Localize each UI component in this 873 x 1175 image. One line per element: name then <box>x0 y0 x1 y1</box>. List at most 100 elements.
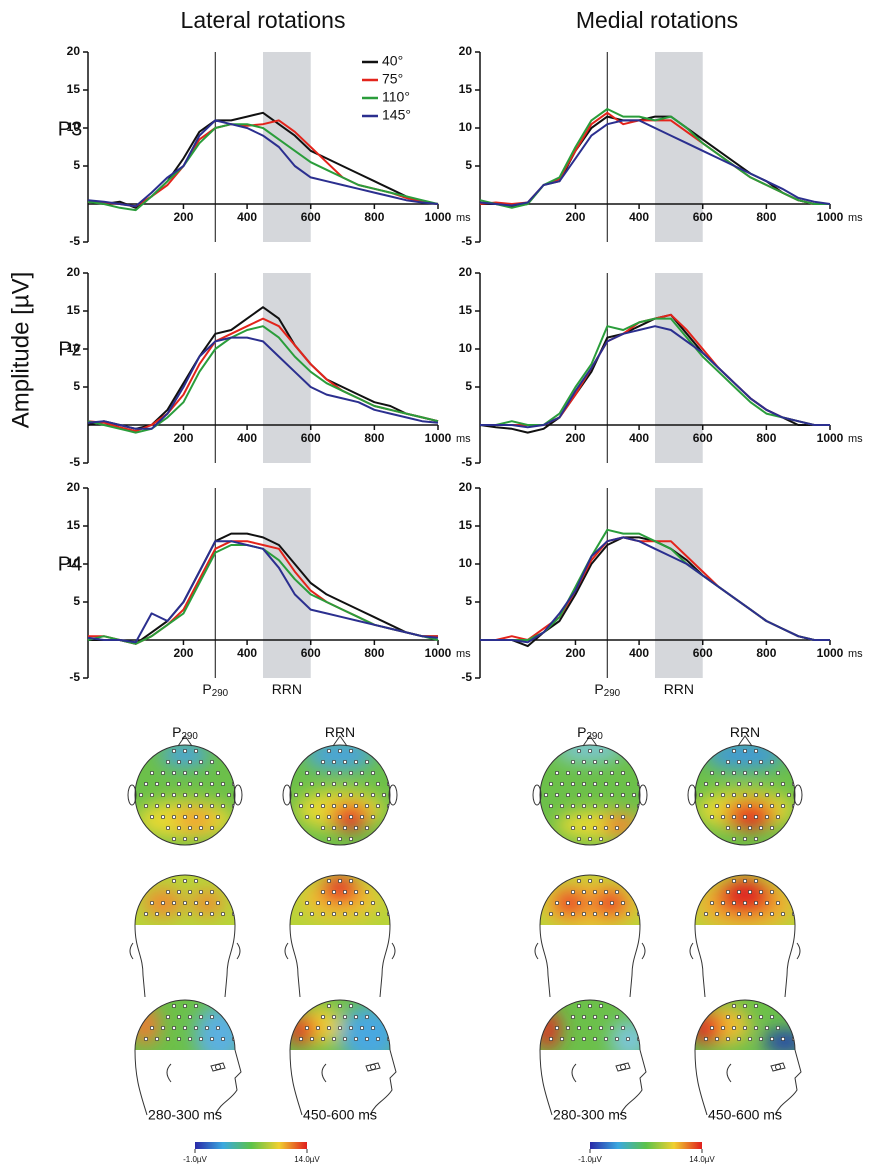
y-axis-label: Amplitude [µV] <box>7 272 34 429</box>
series-line <box>87 540 439 644</box>
head-outline <box>532 735 648 846</box>
head-outline <box>534 874 646 998</box>
x-tick-label: 1000 <box>425 431 452 445</box>
topomap <box>290 875 390 925</box>
x-tick-label: 400 <box>237 431 257 445</box>
y-tick-label: 15 <box>67 82 81 96</box>
x-tick-label: 200 <box>565 646 585 660</box>
x-tick-label: 600 <box>301 210 321 224</box>
x-tick-label: 1000 <box>817 210 844 224</box>
x-tick-label: 800 <box>756 431 776 445</box>
window-shade <box>263 52 311 242</box>
y-tick-label: 10 <box>459 120 473 134</box>
x-tick-label: 800 <box>364 431 384 445</box>
window-shade <box>263 273 311 463</box>
topomap <box>290 745 390 845</box>
time-label: 280-300 ms <box>553 1107 627 1123</box>
x-unit: ms <box>848 212 863 224</box>
x-tick-label: 600 <box>693 210 713 224</box>
annotation-main: RRN <box>664 681 694 697</box>
y-tick-label: -5 <box>461 670 472 684</box>
topomap-label-main: RRN <box>325 724 355 740</box>
x-tick-label: 400 <box>237 646 257 660</box>
topomap-label-sub: 290 <box>586 731 603 742</box>
topomap <box>135 875 235 925</box>
annotation-main: P <box>202 681 211 697</box>
time-label: 450-600 ms <box>303 1107 377 1123</box>
topomap <box>540 745 640 845</box>
panel: -5 5 10 15 20 200 400 600 800 1000 ms <box>459 44 864 248</box>
topomap-label: P290 <box>172 724 198 742</box>
column-title: Lateral rotations <box>181 7 346 33</box>
head-outline <box>539 999 647 1116</box>
series-line <box>88 532 438 645</box>
topomap-label: RRN <box>730 724 760 740</box>
series-line <box>480 325 830 429</box>
legend-label: 110° <box>382 89 410 105</box>
column-title: Medial rotations <box>576 7 738 33</box>
y-tick-label: 20 <box>67 265 81 279</box>
y-tick-label: 15 <box>67 518 81 532</box>
panel: -5 5 10 15 20 200 400 600 800 1000 ms <box>67 265 472 469</box>
x-tick-label: 400 <box>629 431 649 445</box>
time-label: 280-300 ms <box>148 1107 222 1123</box>
x-tick-label: 600 <box>693 431 713 445</box>
annotation-main: RRN <box>272 681 302 697</box>
y-tick-label: 5 <box>465 594 472 608</box>
head-outline <box>289 999 397 1116</box>
head-outline <box>284 874 396 998</box>
y-tick-label: 15 <box>459 303 473 317</box>
x-tick-label: 200 <box>173 646 193 660</box>
row-label: P4 <box>58 553 82 575</box>
x-tick-label: 800 <box>756 646 776 660</box>
x-tick-label: 600 <box>301 646 321 660</box>
head-outline <box>694 999 802 1116</box>
colorbar-label: 14.0µV <box>689 1155 715 1164</box>
topomap <box>290 1000 390 1050</box>
legend-label: 75° <box>382 71 403 87</box>
topomap <box>540 875 640 925</box>
x-tick-label: 800 <box>364 210 384 224</box>
series-line <box>480 536 830 644</box>
y-tick-label: 10 <box>459 556 473 570</box>
y-tick-label: 15 <box>459 518 473 532</box>
legend-label: 40° <box>382 53 403 69</box>
x-unit: ms <box>456 212 471 224</box>
series-line <box>87 119 439 208</box>
x-unit: ms <box>456 433 471 445</box>
x-unit: ms <box>456 648 471 660</box>
y-tick-label: 15 <box>459 82 473 96</box>
x-tick-label: 600 <box>693 646 713 660</box>
y-tick-label: 10 <box>459 341 473 355</box>
x-tick-label: 400 <box>629 210 649 224</box>
x-tick-label: 1000 <box>425 210 452 224</box>
y-tick-label: -5 <box>461 455 472 469</box>
y-tick-label: 5 <box>465 379 472 393</box>
annotation: P290 <box>594 681 620 699</box>
x-tick-label: 1000 <box>817 431 844 445</box>
time-label: 450-600 ms <box>708 1107 782 1123</box>
topomap-label: P290 <box>577 724 603 742</box>
topomap-base <box>135 875 235 925</box>
panel: -5 5 10 15 20 200 400 600 800 1000 ms 40° 75° 110° 145… <box>67 44 472 248</box>
x-unit: ms <box>848 648 863 660</box>
row-label: Pz <box>58 338 81 360</box>
head-outline <box>134 999 242 1116</box>
colorbar-label: -1.0µV <box>578 1155 602 1164</box>
topomap-label-main: P <box>172 724 181 740</box>
topomap-label-sub: 290 <box>181 731 198 742</box>
y-tick-label: 5 <box>73 158 80 172</box>
x-tick-label: 1000 <box>817 646 844 660</box>
y-tick-label: -5 <box>69 670 80 684</box>
row-label: P3 <box>58 118 82 140</box>
y-tick-label: 20 <box>459 480 473 494</box>
topomap <box>540 1000 640 1050</box>
y-tick-label: 15 <box>67 303 81 317</box>
x-tick-label: 200 <box>565 431 585 445</box>
head-outline <box>127 735 243 846</box>
series-line <box>87 336 439 430</box>
topomap-label-main: P <box>577 724 586 740</box>
y-tick-label: 10 <box>67 556 81 570</box>
x-tick-label: 400 <box>237 210 257 224</box>
